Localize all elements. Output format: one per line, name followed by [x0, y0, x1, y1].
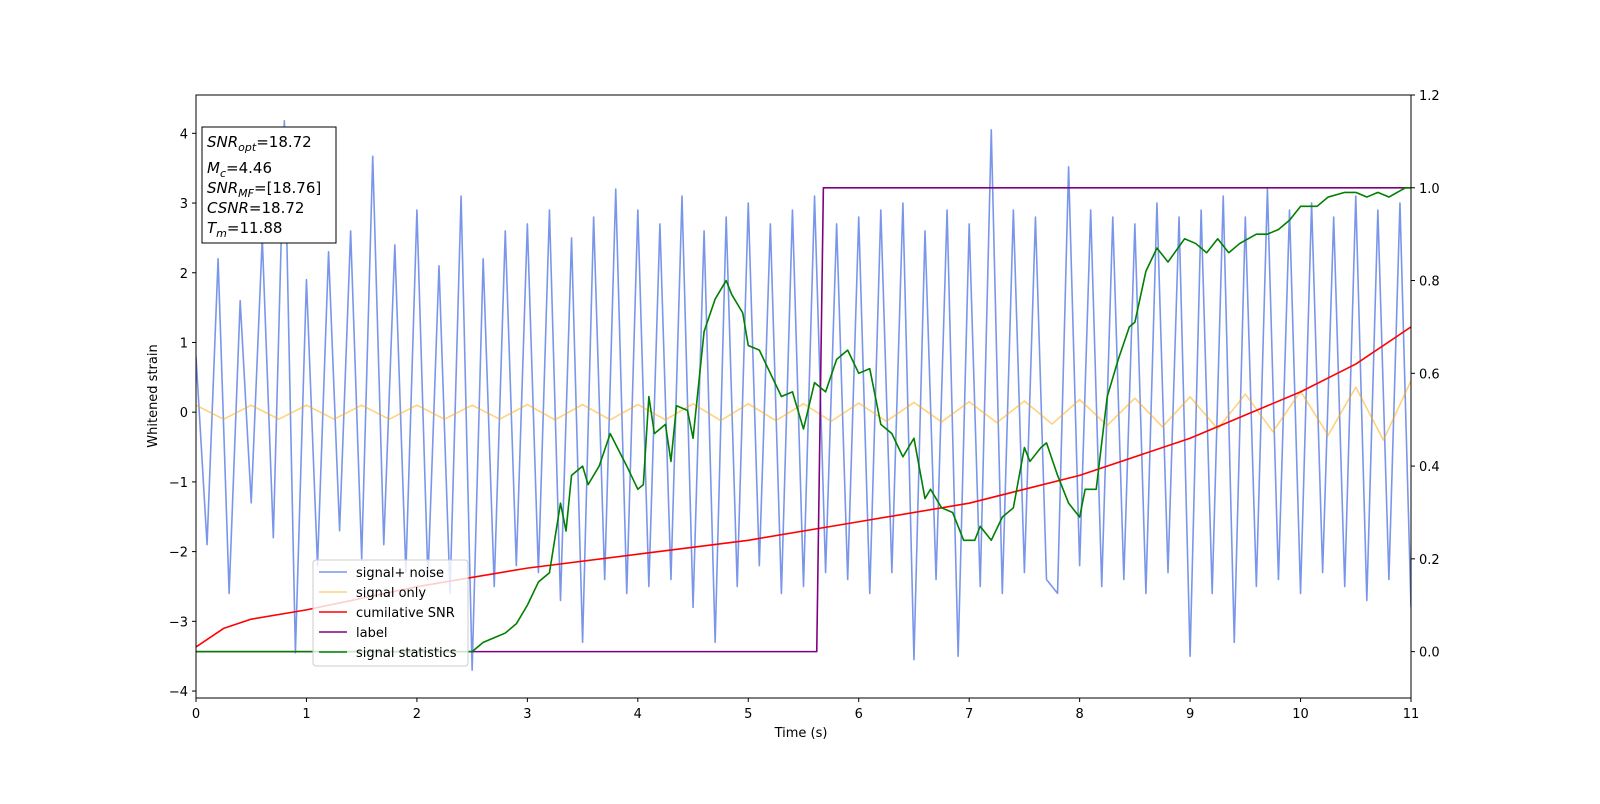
- y-tick-label: 4: [180, 127, 188, 142]
- y-tick-label: −2: [169, 546, 188, 561]
- annotation-symbol: M: [207, 159, 220, 177]
- annotation-value: =4.46: [226, 159, 272, 177]
- x-tick-label: 2: [413, 707, 421, 722]
- legend-label: signal+ noise: [356, 566, 444, 581]
- y-tick-label: 0: [180, 406, 188, 421]
- x-tick-label: 7: [965, 707, 973, 722]
- annotation-value: =18.72: [256, 133, 312, 151]
- x-tick-label: 5: [744, 707, 752, 722]
- legend-label: label: [356, 626, 387, 641]
- y2-tick-label: 1.2: [1419, 89, 1440, 104]
- annotation-line: Tm=11.88: [207, 219, 282, 240]
- series-line: [196, 119, 1411, 671]
- annotation-line: SNRopt=18.72: [207, 133, 312, 154]
- plot-frame: [195, 94, 1412, 699]
- annotation-frame: [201, 126, 337, 244]
- x-tick-label: 4: [634, 707, 642, 722]
- plot-area: [196, 119, 1411, 671]
- x-tick-label: 3: [523, 707, 531, 722]
- y-tick-label: −1: [169, 476, 188, 491]
- x-tick-label: 11: [1403, 707, 1420, 722]
- y2-tick-label: 0.2: [1419, 553, 1440, 568]
- y-tick-label: −4: [169, 685, 188, 700]
- annotation-symbol: SNR: [207, 133, 238, 151]
- legend-label: cumilative SNR: [356, 606, 455, 621]
- x-tick-label: 6: [855, 707, 863, 722]
- annotation-value: =[18.76]: [254, 179, 321, 197]
- y-tick-label: 3: [180, 197, 188, 212]
- legend-label: signal statistics: [356, 646, 457, 661]
- series-line: [196, 380, 1411, 441]
- series-line: [196, 186, 1411, 653]
- annotation-line: Mc=4.46: [207, 159, 272, 180]
- series-line: [196, 186, 1411, 653]
- y2-tick-label: 0.4: [1419, 460, 1440, 475]
- y2-tick-label: 0.6: [1419, 367, 1440, 382]
- y2-tick-label: 0.0: [1419, 646, 1440, 661]
- legend-label: signal only: [356, 586, 426, 601]
- annotation-line: CSNR=18.72: [207, 199, 304, 217]
- annotation-subscript: c: [220, 167, 226, 180]
- y-tick-label: 2: [180, 267, 188, 282]
- y2-tick-label: 0.8: [1419, 275, 1440, 290]
- x-tick-label: 8: [1075, 707, 1083, 722]
- x-tick-label: 1: [302, 707, 310, 722]
- x-tick-label: 10: [1292, 707, 1309, 722]
- annotation-line: SNRMF=[18.76]: [207, 179, 321, 200]
- series-line: [196, 326, 1411, 648]
- annotation-box: SNRopt=18.72Mc=4.46SNRMF=[18.76]CSNR=18.…: [201, 126, 337, 244]
- x-tick-label: 9: [1186, 707, 1194, 722]
- x-axis-label: Time (s): [774, 726, 828, 741]
- annotation-subscript: MF: [238, 187, 254, 200]
- y-tick-label: 1: [180, 336, 188, 351]
- legend: signal+ noise signal only cumilative SNR la…: [312, 559, 469, 667]
- annotation-symbol: SNR: [207, 179, 238, 197]
- annotation-subscript: opt: [238, 141, 257, 154]
- annotation-subscript: m: [216, 227, 227, 240]
- annotation-symbol: CSNR: [207, 199, 249, 217]
- y-axis-label: Whitened strain: [146, 344, 161, 447]
- annotation-value: =11.88: [227, 219, 283, 237]
- annotation-value: =18.72: [249, 199, 305, 217]
- y-tick-label: −3: [169, 615, 188, 630]
- y2-tick-label: 1.0: [1419, 182, 1440, 197]
- annotation-symbol: T: [207, 219, 218, 237]
- legend-frame: [312, 559, 469, 667]
- x-tick-label: 0: [192, 707, 200, 722]
